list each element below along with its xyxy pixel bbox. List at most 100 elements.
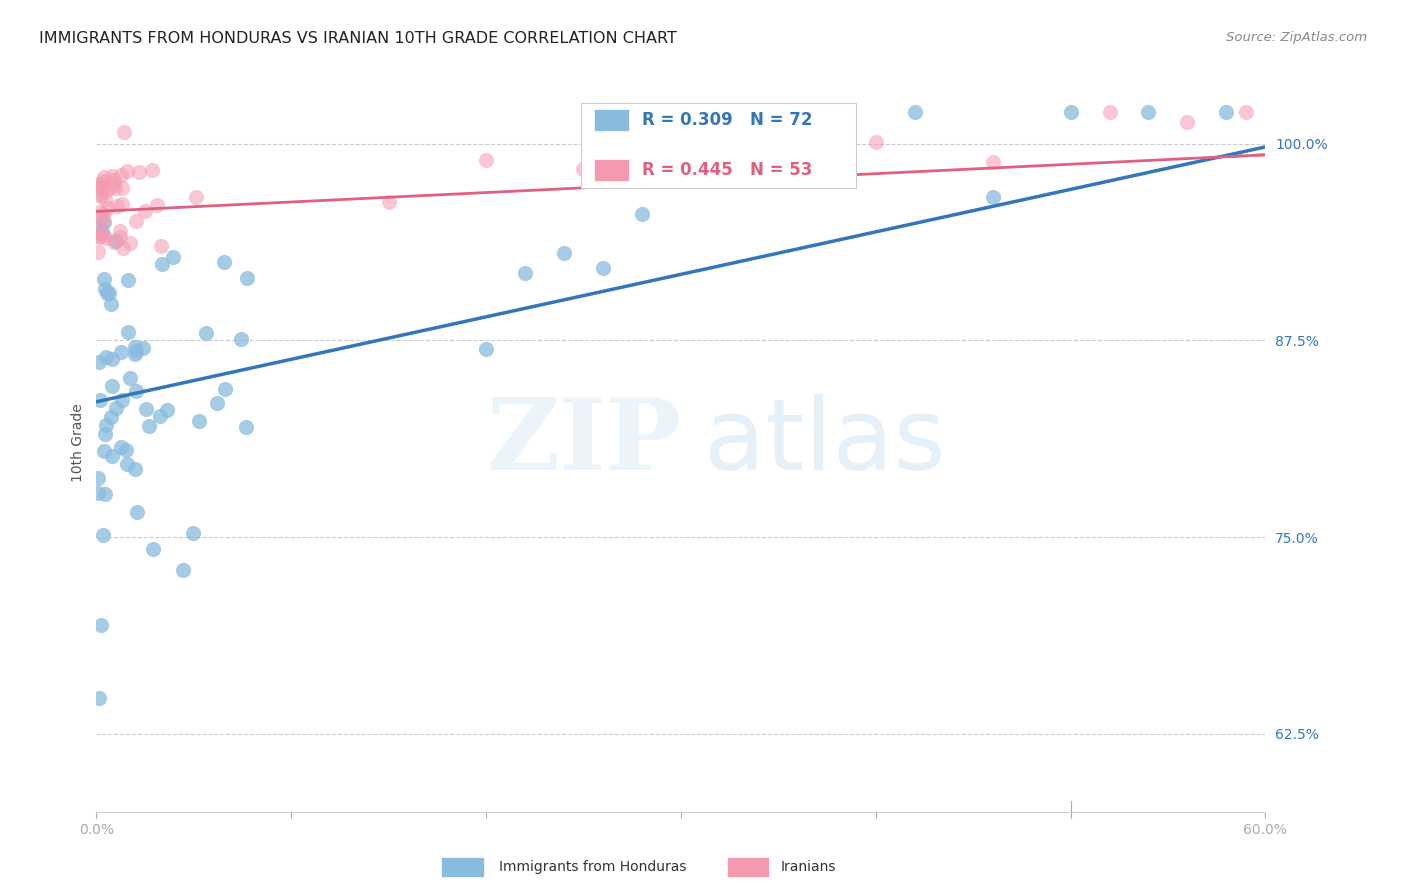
Text: IMMIGRANTS FROM HONDURAS VS IRANIAN 10TH GRADE CORRELATION CHART: IMMIGRANTS FROM HONDURAS VS IRANIAN 10TH… [39, 31, 678, 46]
Point [572, 162, 595, 177]
Point [669, 139, 692, 153]
FancyBboxPatch shape [595, 159, 630, 181]
Point [162, 250, 184, 264]
Point [124, 462, 146, 476]
Point [120, 371, 142, 385]
Point [128, 165, 150, 179]
Point [94, 192, 117, 206]
Point [181, 525, 204, 540]
Point [91, 211, 114, 225]
Point [91, 207, 114, 221]
Point [1177, 115, 1199, 129]
Point [142, 541, 165, 556]
Point [146, 198, 169, 212]
Point [90, 189, 112, 203]
Point [141, 163, 163, 178]
Point [115, 164, 138, 178]
Point [90, 178, 112, 192]
Point [1098, 105, 1121, 120]
Point [87, 485, 110, 500]
Point [149, 409, 172, 423]
Point [134, 204, 156, 219]
Point [111, 241, 134, 255]
Point [94, 426, 117, 441]
Point [111, 393, 134, 408]
Point [108, 229, 131, 244]
Point [125, 505, 148, 519]
Point [235, 271, 257, 285]
Point [184, 190, 207, 204]
Point [100, 297, 122, 311]
Text: Source: ZipAtlas.com: Source: ZipAtlas.com [1226, 31, 1367, 45]
Point [513, 266, 536, 280]
Point [1234, 105, 1257, 120]
Point [1215, 105, 1237, 120]
Point [214, 382, 236, 396]
Point [101, 449, 124, 463]
Point [1059, 105, 1081, 120]
Point [205, 395, 228, 409]
Point [156, 403, 179, 417]
Point [110, 168, 132, 182]
Point [105, 401, 128, 415]
Point [93, 444, 115, 458]
Point [89, 690, 111, 705]
Point [117, 325, 139, 339]
Point [105, 199, 128, 213]
Point [124, 340, 146, 354]
Point [89, 392, 111, 407]
Point [93, 214, 115, 228]
Point [91, 528, 114, 542]
Point [553, 246, 575, 260]
Point [110, 440, 132, 454]
FancyBboxPatch shape [582, 103, 856, 187]
Point [90, 225, 112, 239]
Point [114, 442, 136, 457]
Point [786, 105, 808, 120]
FancyBboxPatch shape [595, 109, 630, 131]
Point [96, 285, 118, 300]
Point [91, 180, 114, 194]
Point [475, 343, 498, 357]
Point [87, 355, 110, 369]
Point [101, 178, 124, 193]
Point [91, 213, 114, 227]
Text: Iranians: Iranians [780, 860, 835, 874]
Point [172, 563, 194, 577]
Point [981, 190, 1004, 204]
Point [229, 333, 252, 347]
Point [631, 207, 654, 221]
Point [825, 110, 848, 124]
Point [104, 181, 127, 195]
Point [101, 351, 124, 366]
Point [709, 105, 731, 120]
Point [89, 186, 111, 201]
Point [100, 410, 122, 425]
Point [138, 419, 160, 434]
Point [94, 231, 117, 245]
Point [112, 125, 135, 139]
Point [235, 420, 257, 434]
Text: ZIP: ZIP [486, 394, 681, 491]
Point [91, 228, 114, 243]
Point [103, 235, 125, 249]
Point [98, 286, 121, 301]
Point [377, 195, 399, 210]
Text: R = 0.309   N = 72: R = 0.309 N = 72 [643, 112, 813, 129]
Point [104, 234, 127, 248]
Point [124, 347, 146, 361]
Point [108, 224, 131, 238]
Point [87, 219, 110, 234]
Point [111, 197, 134, 211]
Point [117, 457, 139, 471]
Point [110, 345, 132, 359]
Point [118, 236, 141, 251]
Point [94, 351, 117, 365]
Text: atlas: atlas [704, 394, 946, 491]
Point [90, 618, 112, 632]
Point [125, 214, 148, 228]
Point [212, 255, 235, 269]
Point [981, 155, 1004, 169]
Text: Immigrants from Honduras: Immigrants from Honduras [499, 860, 686, 874]
Point [101, 378, 124, 392]
